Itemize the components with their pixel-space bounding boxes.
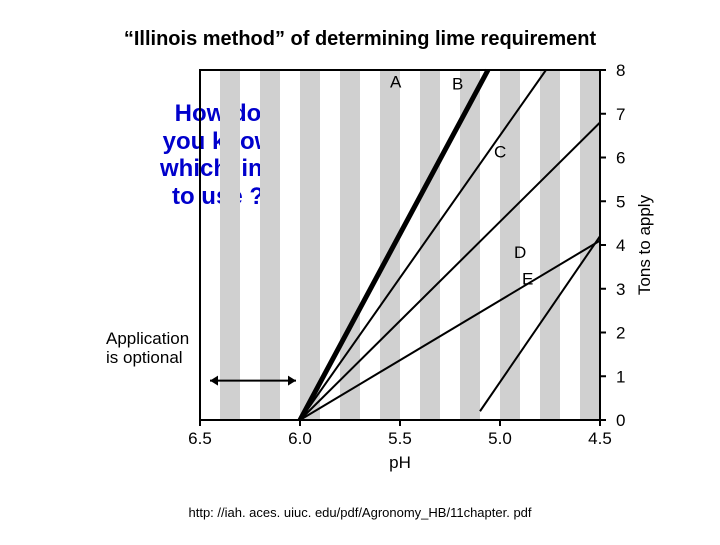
svg-text:6.0: 6.0 — [288, 429, 312, 448]
svg-text:6.5: 6.5 — [188, 429, 212, 448]
svg-text:E: E — [522, 269, 533, 288]
svg-text:0: 0 — [616, 411, 625, 430]
svg-text:8: 8 — [616, 61, 625, 80]
lime-chart: 6.5 6.0 5.5 5.0 4.50 1 2 3 4 5 6 7 8 A B C DEpH Tons to a… — [0, 0, 720, 540]
svg-text:4.5: 4.5 — [588, 429, 612, 448]
svg-text:5.0: 5.0 — [488, 429, 512, 448]
svg-text:D: D — [514, 243, 526, 262]
svg-text:7: 7 — [616, 105, 625, 124]
svg-text:5: 5 — [616, 192, 625, 211]
svg-text:5.5: 5.5 — [388, 429, 412, 448]
source-url: http: //iah. aces. uiuc. edu/pdf/Agronom… — [0, 505, 720, 520]
svg-text:A: A — [390, 73, 402, 92]
y-axis-label: Tons to apply — [635, 194, 654, 295]
x-axis-label: pH — [389, 453, 411, 472]
svg-text:2: 2 — [616, 324, 625, 343]
svg-text:1: 1 — [616, 367, 625, 386]
chart-svg: 6.5 6.0 5.5 5.0 4.50 1 2 3 4 5 6 7 8 A B C DEpH Tons to a… — [0, 0, 720, 540]
svg-text:3: 3 — [616, 280, 625, 299]
svg-text:4: 4 — [616, 236, 625, 255]
svg-text:B: B — [452, 75, 463, 94]
svg-text:6: 6 — [616, 149, 625, 168]
svg-text:C: C — [494, 143, 506, 162]
